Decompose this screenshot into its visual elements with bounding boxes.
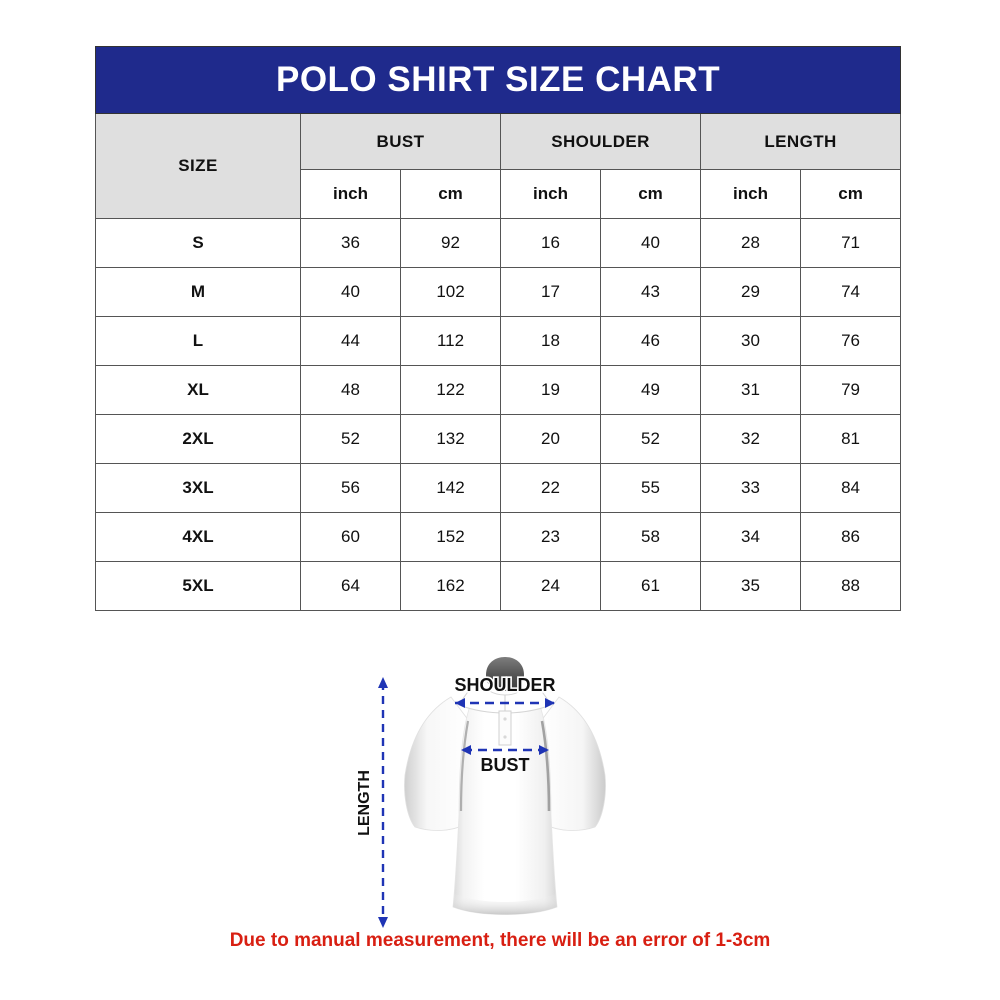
table-row: M 40 102 17 43 29 74 bbox=[95, 267, 902, 317]
table-row: S 36 92 16 40 28 71 bbox=[95, 218, 902, 268]
cell-bust-cm: 152 bbox=[400, 512, 501, 562]
unit-bust-cm: cm bbox=[400, 169, 501, 219]
cell-shoulder-inch: 22 bbox=[500, 463, 601, 513]
cell-length-cm: 74 bbox=[799, 267, 902, 317]
group-header-row: SIZE BUST SHOULDER LENGTH bbox=[95, 113, 902, 219]
size-label: XL bbox=[95, 365, 301, 415]
collar-inner bbox=[486, 657, 524, 691]
button-top bbox=[503, 717, 507, 721]
cell-length-inch: 31 bbox=[700, 365, 801, 415]
cell-shoulder-cm: 61 bbox=[600, 561, 701, 611]
cell-bust-cm: 142 bbox=[400, 463, 501, 513]
column-header-length: LENGTH bbox=[699, 113, 902, 170]
left-armhole-shadow bbox=[459, 720, 470, 812]
cell-shoulder-inch: 20 bbox=[500, 414, 601, 464]
cell-shoulder-cm: 43 bbox=[600, 267, 701, 317]
cell-shoulder-cm: 46 bbox=[600, 316, 701, 366]
size-chart-table: POLO SHIRT SIZE CHART SIZE BUST SHOULDER… bbox=[94, 46, 902, 611]
shoulder-measure-arrow bbox=[455, 698, 555, 708]
table-row: XL 48 122 19 49 31 79 bbox=[95, 365, 902, 415]
cell-length-inch: 33 bbox=[700, 463, 801, 513]
page-title: POLO SHIRT SIZE CHART bbox=[94, 46, 902, 114]
placket bbox=[498, 710, 512, 746]
cell-bust-inch: 60 bbox=[300, 512, 401, 562]
unit-shoulder-inch: inch bbox=[500, 169, 601, 219]
cell-bust-inch: 36 bbox=[300, 218, 401, 268]
cell-bust-inch: 48 bbox=[300, 365, 401, 415]
size-label: L bbox=[95, 316, 301, 366]
cell-length-inch: 35 bbox=[700, 561, 801, 611]
cell-bust-cm: 112 bbox=[400, 316, 501, 366]
bust-label: BUST bbox=[481, 755, 530, 775]
title-row: POLO SHIRT SIZE CHART bbox=[94, 46, 902, 114]
cell-length-cm: 76 bbox=[799, 316, 902, 366]
unit-bust-inch: inch bbox=[300, 169, 401, 219]
column-header-size: SIZE bbox=[95, 113, 301, 219]
cell-bust-inch: 56 bbox=[300, 463, 401, 513]
unit-header-row: inch cm inch cm inch cm bbox=[96, 169, 902, 219]
right-armhole-shadow bbox=[540, 720, 551, 812]
cell-shoulder-inch: 16 bbox=[500, 218, 601, 268]
cell-bust-cm: 92 bbox=[400, 218, 501, 268]
measurement-diagram: SHOULDER BUST LENGTH bbox=[0, 625, 1000, 945]
cell-bust-cm: 122 bbox=[400, 365, 501, 415]
table-row: 5XL 64 162 24 61 35 88 bbox=[95, 561, 902, 611]
table-row: 2XL 52 132 20 52 32 81 bbox=[95, 414, 902, 464]
cell-shoulder-inch: 24 bbox=[500, 561, 601, 611]
cell-length-cm: 71 bbox=[799, 218, 902, 268]
cell-shoulder-cm: 52 bbox=[600, 414, 701, 464]
cell-shoulder-cm: 40 bbox=[600, 218, 701, 268]
cell-length-cm: 86 bbox=[799, 512, 902, 562]
cell-shoulder-cm: 58 bbox=[600, 512, 701, 562]
measurement-note: Due to manual measurement, there will be… bbox=[229, 930, 771, 951]
cell-shoulder-cm: 49 bbox=[600, 365, 701, 415]
cell-length-cm: 88 bbox=[799, 561, 902, 611]
cell-bust-inch: 40 bbox=[300, 267, 401, 317]
shoulder-label: SHOULDER bbox=[454, 675, 555, 695]
shirt-body bbox=[452, 682, 558, 915]
cell-length-cm: 79 bbox=[799, 365, 902, 415]
size-label: S bbox=[95, 218, 301, 268]
size-label: 4XL bbox=[95, 512, 301, 562]
cell-bust-cm: 162 bbox=[400, 561, 501, 611]
size-label: 2XL bbox=[95, 414, 301, 464]
bust-measure-arrow bbox=[461, 745, 549, 755]
cell-bust-inch: 64 bbox=[300, 561, 401, 611]
cell-shoulder-inch: 17 bbox=[500, 267, 601, 317]
cell-shoulder-inch: 18 bbox=[500, 316, 601, 366]
column-header-bust: BUST bbox=[300, 113, 501, 170]
unit-shoulder-cm: cm bbox=[600, 169, 701, 219]
shirt-hem bbox=[453, 893, 557, 915]
cell-length-inch: 28 bbox=[700, 218, 801, 268]
column-header-shoulder: SHOULDER bbox=[500, 113, 701, 170]
cell-length-inch: 30 bbox=[700, 316, 801, 366]
table-row: L 44 112 18 46 30 76 bbox=[95, 316, 902, 366]
size-label: 3XL bbox=[95, 463, 301, 513]
unit-length-inch: inch bbox=[700, 169, 801, 219]
cell-shoulder-inch: 19 bbox=[500, 365, 601, 415]
size-label: M bbox=[95, 267, 301, 317]
cell-bust-cm: 132 bbox=[400, 414, 501, 464]
cell-bust-inch: 52 bbox=[300, 414, 401, 464]
cell-length-cm: 81 bbox=[799, 414, 902, 464]
cell-length-inch: 34 bbox=[700, 512, 801, 562]
cell-shoulder-inch: 23 bbox=[500, 512, 601, 562]
button-bottom bbox=[503, 735, 507, 739]
cell-shoulder-cm: 55 bbox=[600, 463, 701, 513]
cell-bust-cm: 102 bbox=[400, 267, 501, 317]
table-row: 4XL 60 152 23 58 34 86 bbox=[95, 512, 902, 562]
cell-length-inch: 32 bbox=[700, 414, 801, 464]
table-row: 3XL 56 142 22 55 33 84 bbox=[95, 463, 902, 513]
unit-length-cm: cm bbox=[799, 169, 902, 219]
cell-length-cm: 84 bbox=[799, 463, 902, 513]
cell-bust-inch: 44 bbox=[300, 316, 401, 366]
length-measure-arrow bbox=[378, 677, 388, 928]
polo-shirt-illustration: SHOULDER BUST LENGTH bbox=[356, 657, 606, 928]
size-label: 5XL bbox=[95, 561, 301, 611]
length-label: LENGTH bbox=[356, 770, 373, 836]
cell-length-inch: 29 bbox=[700, 267, 801, 317]
